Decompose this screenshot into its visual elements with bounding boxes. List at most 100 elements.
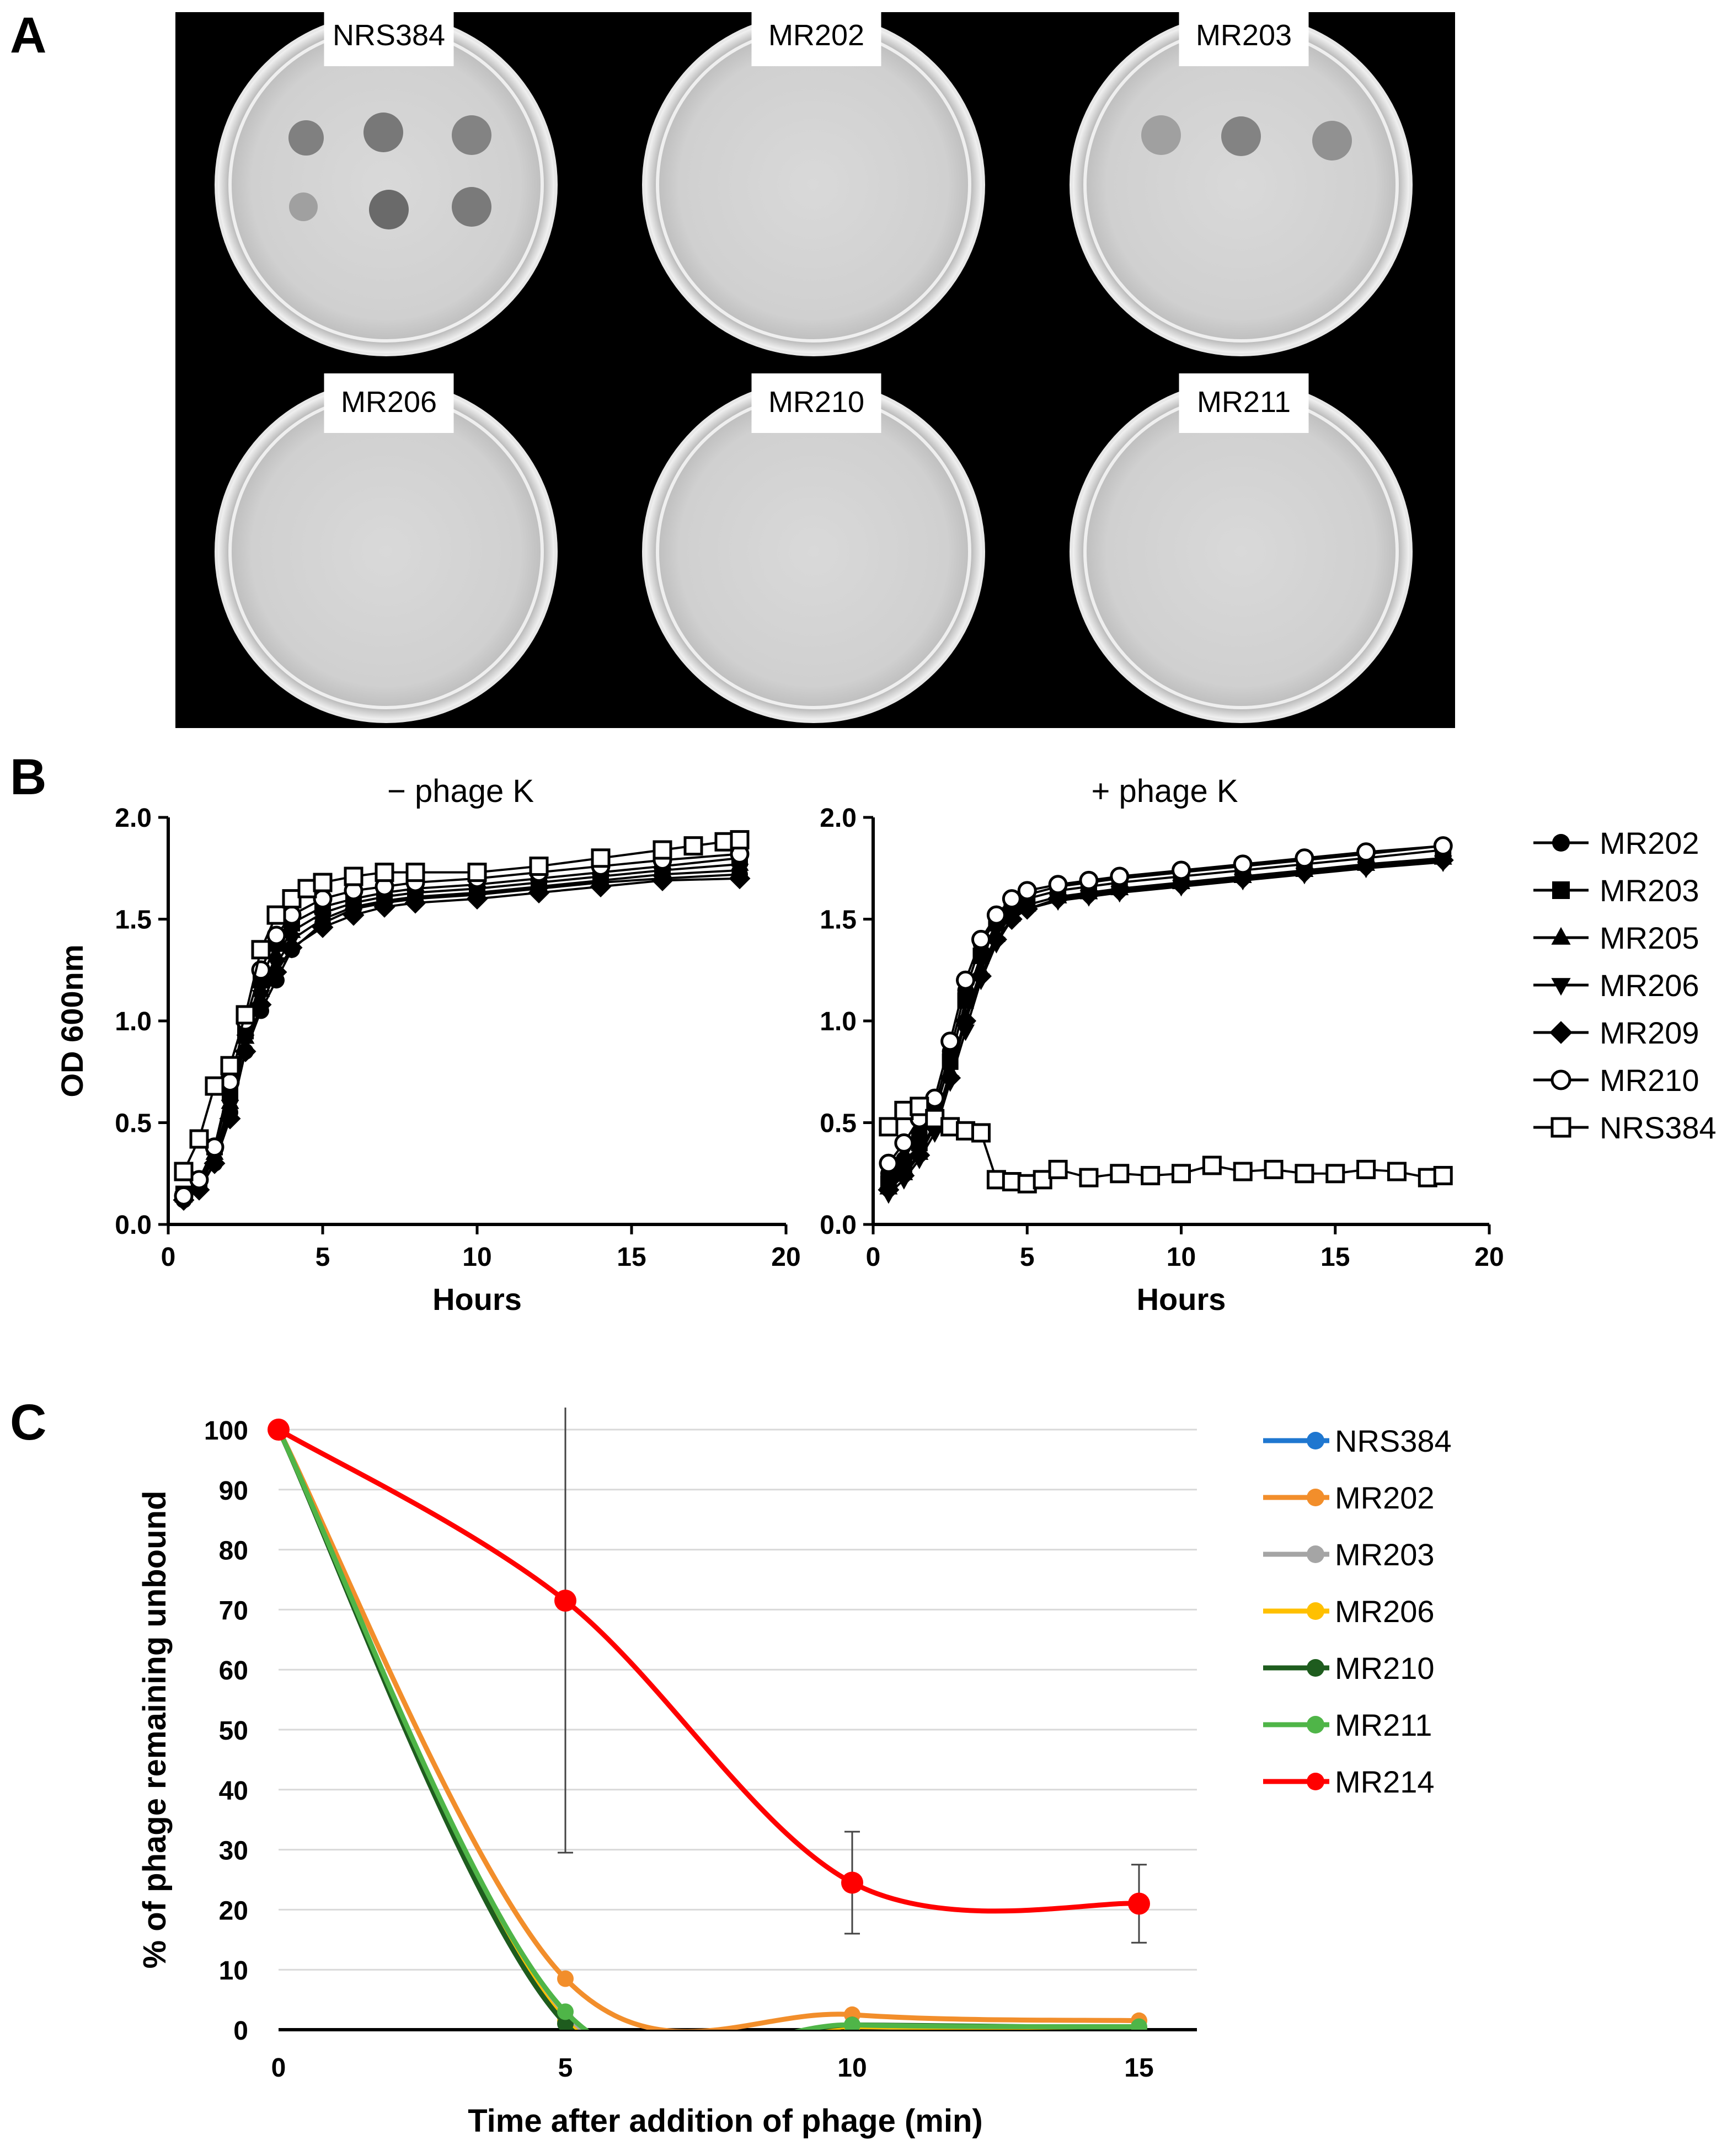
marker-point [1001,908,1023,930]
series-mr211 [270,1421,1147,2030]
marker-point [236,1005,255,1025]
plate-label: MR210 [768,386,864,419]
data-point [1131,2018,1147,2030]
marker-point [1110,1164,1130,1184]
legend-item-mr210: MR210 [1533,1063,1699,1098]
series-mr214 [268,1408,1150,1944]
series-line [183,853,740,1197]
marker-point [1047,888,1069,910]
legend-item-mr206: MR206 [1533,968,1699,1003]
marker-point [1110,866,1130,886]
y-tick-label: 0 [233,2016,248,2046]
plate [1073,17,1409,353]
plate-label-box [1179,373,1309,433]
x-tick-label: 15 [1124,2053,1153,2083]
marker-point [1002,1172,1022,1192]
x-tick-label: 20 [1474,1243,1504,1272]
y-tick-label: 20 [219,1896,248,1925]
growth-legend: MR202 MR203 MR205 MR206 MR209 MR210 NRS384 [1533,826,1717,1145]
marker-point [281,937,303,959]
y-tick-label: 40 [219,1777,248,1806]
marker-point [1552,881,1570,899]
panel-letter-c: C [10,1394,46,1451]
data-point [557,2003,574,2020]
plate-label-box [324,373,454,433]
marker-point [282,889,302,909]
legend-marker [1307,1489,1324,1506]
plaque [1221,116,1261,156]
marker-point [878,1179,900,1201]
legend-label: MR205 [1600,921,1699,955]
legend-label: MR210 [1335,1651,1435,1686]
legend-item-mr214: MR214 [1263,1764,1435,1799]
panel-letter-b: B [10,749,46,805]
series-line [276,1429,1140,2030]
marker-point [730,830,750,850]
legend-label: MR203 [1335,1537,1435,1572]
x-axis-label: Hours [432,1282,522,1317]
marker-point [1549,1021,1573,1044]
legend-item-mr209: MR209 [1533,1015,1699,1050]
marker-point [174,1186,194,1206]
legend-label: MR203 [1600,873,1699,908]
data-point [268,1419,290,1441]
y-tick-label: 1.5 [820,906,857,935]
marker-point [1432,849,1454,871]
panel-letter-a: A [10,7,46,63]
marker-point [956,1024,975,1041]
y-tick-label: 60 [219,1656,248,1686]
plate-label: MR211 [1197,386,1291,419]
marker-point [939,1067,961,1089]
marker-point [1017,881,1037,901]
plaque [363,113,403,152]
x-tick-label: 5 [1020,1243,1035,1272]
y-tick-label: 0.5 [820,1109,857,1138]
marker-point [1325,1164,1345,1184]
marker-point [879,1153,899,1173]
marker-point [251,940,271,960]
legend-label: MR210 [1600,1063,1699,1098]
data-point [844,2016,860,2030]
marker-point [1002,889,1022,909]
adsorption-legend: NRS384 MR202 MR203 MR206 MR210 MR211 MR214 [1263,1424,1452,1799]
legend-label: MR206 [1600,968,1699,1003]
legend-item-mr203: MR203 [1263,1537,1435,1572]
legend-item-mr203: MR203 [1533,873,1699,908]
marker-point [653,840,672,860]
marker-point [1418,1168,1437,1187]
plate [218,383,554,720]
marker-point [1355,855,1377,878]
plate-label-box [751,7,881,66]
marker-point [971,1123,991,1143]
marker-point [1048,875,1068,895]
series-nrs384 [879,1096,1453,1194]
x-tick-label: 10 [1167,1243,1196,1272]
marker-point [405,863,425,882]
series-line [276,1428,1140,2030]
series-nrs384 [174,830,750,1181]
plate-label: MR203 [1196,19,1292,52]
marker-point [1550,1117,1571,1138]
marker-point [1387,1162,1407,1181]
marker-point [893,1164,915,1186]
y-tick-label: 70 [219,1596,248,1625]
chart-title: − phage K [387,773,534,809]
marker-point [986,905,1006,925]
series-mr203 [175,849,748,1202]
legend-marker [1307,1716,1324,1734]
marker-point [985,928,1007,950]
series-mr209 [878,849,1454,1201]
y-tick-label: 80 [219,1537,248,1566]
marker-point [1550,1069,1571,1090]
marker-point [956,970,976,990]
series-mr210 [270,1421,1147,2030]
legend-label: MR209 [1600,1015,1699,1050]
marker-point [940,1031,960,1051]
marker-point [1233,854,1253,874]
plate [218,17,554,353]
data-point [557,1970,574,1987]
marker-point [1551,978,1571,996]
marker-point [1356,842,1376,862]
marker-point [1172,860,1191,880]
